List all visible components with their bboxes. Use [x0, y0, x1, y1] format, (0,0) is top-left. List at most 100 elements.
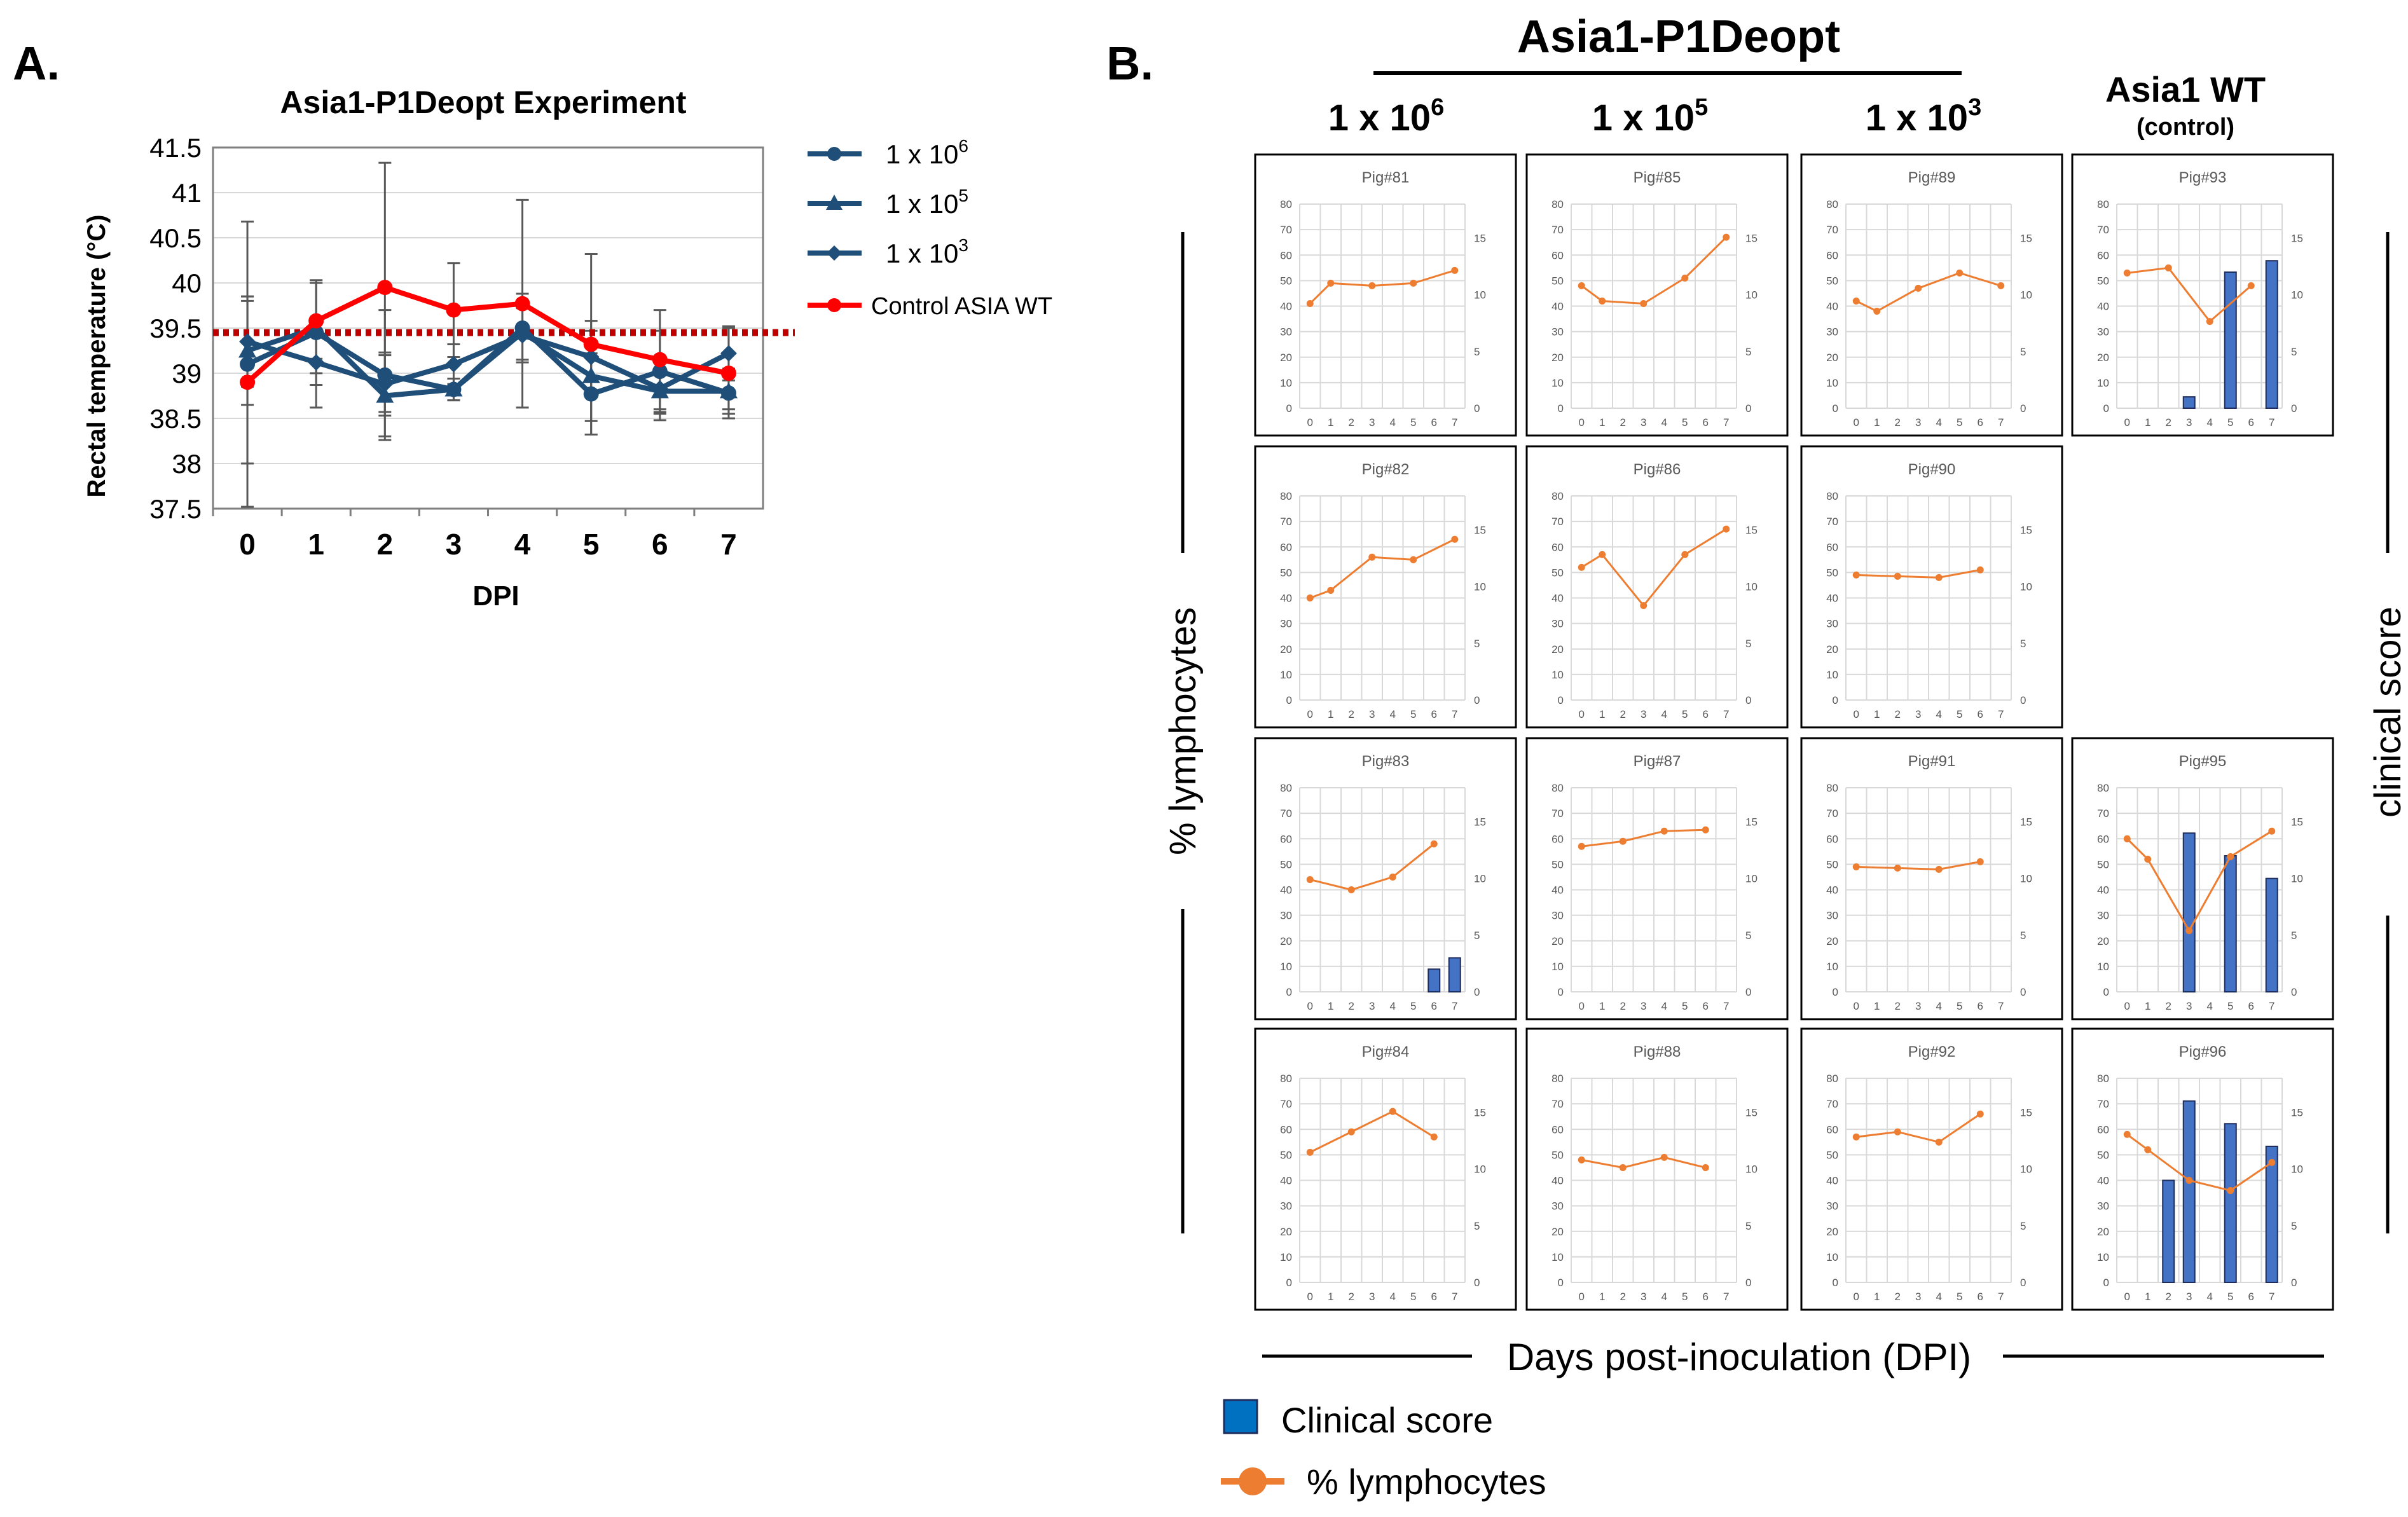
pig-panel-border	[1254, 1027, 1517, 1311]
pig-x-tick: 1	[1599, 1000, 1605, 1012]
pig-left-tick: 40	[1826, 1175, 1838, 1187]
pig-right-tick: 10	[1745, 581, 1758, 593]
pig-left-tick: 70	[1280, 224, 1292, 236]
pig-right-tick: 5	[1745, 930, 1751, 942]
pig-left-tick: 30	[1551, 910, 1564, 922]
pig-right-tick: 0	[1745, 402, 1751, 415]
lymphocyte-point	[1702, 1163, 1709, 1171]
pig-left-tick: 0	[1286, 694, 1292, 706]
pig-left-tick: 50	[2097, 1149, 2109, 1161]
pig-left-tick: 0	[2103, 986, 2109, 998]
pig-left-tick: 10	[1826, 1251, 1838, 1263]
lymphocyte-point	[1852, 297, 1860, 305]
pig-x-tick: 4	[2207, 1000, 2213, 1012]
pig-panel-border	[1525, 1027, 1789, 1311]
pig-x-tick: 1	[1328, 416, 1333, 429]
clinical-score-bar	[2265, 1146, 2278, 1283]
pig-x-tick: 0	[1579, 708, 1585, 720]
pig-left-tick: 0	[2103, 402, 2109, 415]
pig-x-tick: 4	[1662, 416, 1667, 429]
pig-x-tick: 5	[2227, 1291, 2233, 1303]
pig-x-tick: 2	[1349, 708, 1354, 720]
pig-x-tick: 0	[1579, 1291, 1585, 1303]
pig-left-tick: 40	[1280, 884, 1292, 896]
pig-left-tick: 10	[2097, 377, 2109, 389]
pig-x-tick: 6	[1978, 1291, 1983, 1303]
pig-x-tick: 3	[1641, 1000, 1646, 1012]
pig-left-tick: 70	[1280, 807, 1292, 820]
pig-left-tick: 60	[1280, 249, 1292, 261]
pig-panel-border	[1800, 737, 2063, 1020]
pig-right-tick: 10	[2291, 873, 2303, 885]
lymphocyte-point	[1368, 553, 1376, 561]
pig-x-tick: 7	[2269, 1000, 2274, 1012]
y-tick-label: 41	[172, 178, 202, 208]
data-point	[446, 302, 462, 318]
pig-left-tick: 80	[1826, 1073, 1838, 1085]
data-point	[514, 296, 530, 312]
lymphocyte-point	[1451, 266, 1459, 274]
pig-left-tick: 30	[1280, 1200, 1292, 1212]
pig-left-tick: 70	[2097, 807, 2109, 820]
pig-left-tick: 70	[1551, 807, 1564, 820]
temperature-chart-ylabel: Rectal temperature (°C)	[83, 215, 111, 498]
pig-x-tick: 5	[1682, 416, 1688, 429]
clinical-score-bar	[2224, 855, 2237, 992]
pig-left-tick: 10	[1280, 669, 1292, 681]
pig-x-tick: 4	[1936, 1291, 1942, 1303]
pig-left-tick: 0	[1286, 986, 1292, 998]
lymphocyte-point	[1935, 1138, 1943, 1146]
data-point	[377, 367, 393, 383]
pig-right-tick: 5	[2020, 346, 2026, 358]
lymphocyte-point	[1327, 586, 1335, 594]
lymphocyte-point	[1997, 282, 2005, 289]
pig-left-tick: 60	[1551, 541, 1564, 553]
pig-panel: Pig#86 0 10 20 30 40 50 60 70 80 0 5 10 15 0 1 2 3 4 5 6 7	[1525, 445, 1789, 729]
pig-right-tick: 5	[2291, 1220, 2297, 1232]
data-point	[376, 387, 394, 403]
x-tick-label: 2	[377, 528, 394, 561]
pig-right-tick: 5	[1474, 930, 1480, 942]
pig-x-tick: 5	[1682, 1000, 1688, 1012]
pig-panel-border	[2071, 153, 2334, 437]
pig-left-tick: 50	[1280, 275, 1292, 287]
pig-right-tick: 10	[1745, 873, 1758, 885]
pig-right-tick: 5	[1745, 1220, 1751, 1232]
pig-right-tick: 0	[1745, 1277, 1751, 1289]
pig-left-tick: 80	[2097, 1073, 2109, 1085]
temperature-chart-xlabel: DPI	[472, 580, 519, 612]
pig-x-tick: 5	[1410, 1291, 1416, 1303]
lymphocyte-point	[1894, 864, 1901, 872]
pig-x-tick: 6	[1431, 416, 1437, 429]
data-point	[720, 345, 737, 362]
pig-x-tick: 4	[1936, 708, 1942, 720]
legend-item-1e5: 1 x 105	[808, 186, 968, 219]
pig-x-tick: 5	[2227, 416, 2233, 429]
clinical-score-bar	[2162, 1179, 2175, 1283]
lymphocyte-point	[1306, 1148, 1314, 1156]
pig-left-tick: 20	[1551, 643, 1564, 656]
pig-x-tick: 7	[2269, 1291, 2274, 1303]
pig-x-tick: 6	[1978, 416, 1983, 429]
pig-left-tick: 80	[1280, 198, 1292, 210]
legend-red-circle-marker	[827, 298, 841, 312]
lymphocyte-point	[1410, 556, 1417, 563]
pig-x-tick: 5	[1682, 708, 1688, 720]
pig-x-tick: 0	[1854, 416, 1859, 429]
pig-right-tick: 0	[2291, 986, 2297, 998]
pig-x-tick: 7	[2269, 416, 2274, 429]
legend-diamond-marker	[827, 245, 842, 261]
pig-x-tick: 3	[1369, 708, 1375, 720]
col-header-1e5: 1 x 105	[1592, 94, 1708, 139]
pig-x-tick: 7	[1452, 416, 1457, 429]
lymphocyte-line	[1856, 860, 1981, 870]
pig-x-tick: 2	[2166, 1000, 2171, 1012]
lymphocyte-point	[2206, 318, 2213, 326]
pig-x-tick: 5	[1410, 1000, 1416, 1012]
pig-left-tick: 80	[1551, 782, 1564, 794]
pig-left-tick: 50	[1551, 275, 1564, 287]
lymphocyte-point	[1327, 279, 1335, 287]
y-tick-label: 38.5	[149, 404, 202, 434]
pig-x-tick: 1	[1328, 1000, 1333, 1012]
pig-right-tick: 10	[2020, 289, 2032, 301]
